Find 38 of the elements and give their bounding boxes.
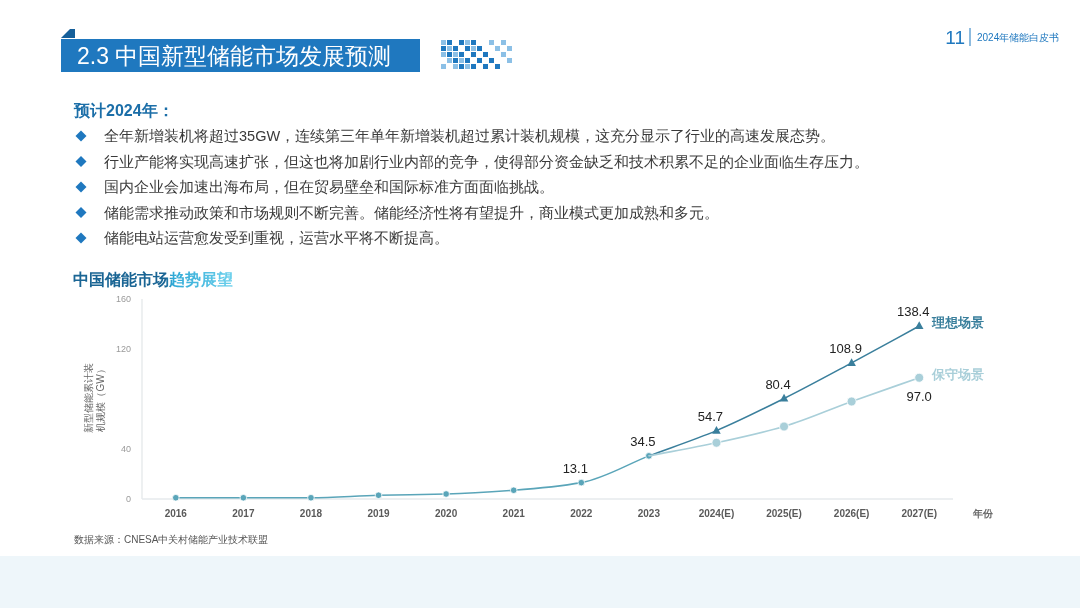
annotation: 11: [945, 27, 965, 48]
title: 中国储能市场趋势展望: [73, 271, 233, 288]
data-label: 108.9: [829, 340, 862, 356]
annotation: 2.3 中国新型储能市场发展预测: [61, 39, 420, 72]
x-tick-label: 2024(E): [698, 508, 735, 519]
x-axis-title: 年份: [973, 508, 993, 519]
annotation: 储能电站运营愈发受到重视，运营水平将不断提高。: [104, 230, 449, 246]
series-name: 保守场景: [932, 366, 985, 382]
x-tick-label: 2025(E): [766, 508, 802, 519]
annotation: 数据来源：CNESA中关村储能产业技术联盟: [74, 534, 269, 545]
x-tick-label: 2016: [164, 508, 187, 519]
x-tick-label: 2020: [435, 508, 458, 519]
annotation: 预计2024年：: [74, 102, 174, 119]
y-axis-title: 新型储能累计装机规模（GW）: [83, 363, 106, 433]
annotation: 2024年储能白皮书: [977, 32, 1060, 43]
annotation: 国内企业会加速出海布局，但在贸易壁垒和国际标准方面面临挑战。: [104, 179, 554, 195]
x-tick-label: 2018: [299, 508, 323, 519]
data-label: 80.4: [765, 376, 791, 392]
y-tick-label: 160: [115, 294, 131, 304]
x-tick-label: 2019: [367, 508, 390, 519]
y-tick-label: 0: [126, 494, 131, 504]
x-tick-label: 2026(E): [833, 508, 870, 519]
annotation: 储能需求推动政策和市场规则不断完善。储能经济性将有望提升，商业模式更加成熟和多元。: [104, 204, 719, 221]
x-tick-label: 2027(E): [901, 508, 937, 519]
series-name: 理想场景: [932, 315, 985, 330]
annotation: 全年新增装机将超过35GW，连续第三年单年新增装机超过累计装机规模，这充分显示了行业的高速发展态势。: [104, 128, 836, 144]
annotation: 行业产能将实现高速扩张，但这也将加剧行业内部的竞争，使得部分资金缺乏和技术积累不足的企业面临生存压力。: [104, 153, 869, 170]
x-tick-label: 2021: [502, 508, 525, 519]
y-tick-label: 40: [121, 444, 131, 454]
x-tick-label: 2023: [637, 508, 660, 519]
data-label: 54.7: [697, 408, 724, 424]
data-label: 13.1: [562, 460, 588, 476]
data-label: 97.0: [906, 388, 932, 404]
y-tick-label: 120: [115, 344, 131, 354]
x-tick-label: 2022: [570, 508, 593, 519]
data-label: 34.5: [630, 433, 656, 449]
x-tick-label: 2017: [232, 508, 255, 519]
data-label: 138.4: [896, 304, 930, 319]
